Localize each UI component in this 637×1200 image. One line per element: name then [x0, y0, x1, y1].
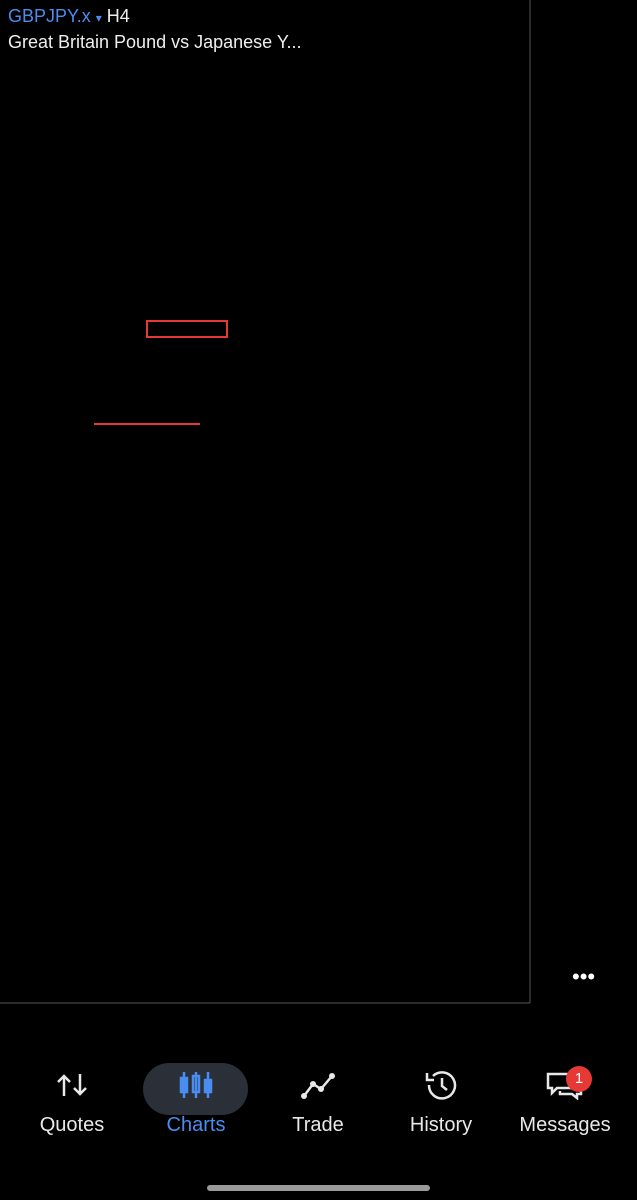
- nav-label: Charts: [166, 1114, 226, 1136]
- symbol-row: GBPJPY.x ▾ H4: [8, 6, 130, 27]
- nav-bar: Quotes Charts Trade History Messages: [0, 1060, 637, 1160]
- drawing-rect: [146, 320, 228, 338]
- symbol[interactable]: GBPJPY.x: [8, 6, 91, 26]
- nav-tab[interactable]: Trade: [263, 1060, 373, 1137]
- nav-label: Quotes: [39, 1114, 105, 1136]
- timeframe[interactable]: H4: [106, 6, 130, 26]
- nav-tab[interactable]: Quotes: [17, 1060, 127, 1137]
- icon: [57, 1074, 87, 1096]
- nav-tab[interactable]: Messages: [510, 1060, 620, 1137]
- dropdown-arrow[interactable]: ▾: [95, 11, 102, 25]
- nav-label: Trade: [292, 1114, 344, 1136]
- icon: [179, 1072, 213, 1098]
- home-indicator: [207, 1185, 430, 1191]
- badge: 1: [566, 1066, 592, 1092]
- nav-label: Messages: [519, 1114, 611, 1136]
- description: Great Britain Pound vs Japanese Y...: [8, 32, 302, 52]
- nav-tab[interactable]: History: [386, 1060, 496, 1137]
- icon: [301, 1073, 335, 1099]
- chart: •••: [0, 0, 595, 1004]
- nav-tab[interactable]: Charts: [141, 1060, 251, 1137]
- more-dots[interactable]: •••: [572, 964, 595, 989]
- icon: [425, 1071, 457, 1100]
- nav-label: History: [409, 1114, 473, 1136]
